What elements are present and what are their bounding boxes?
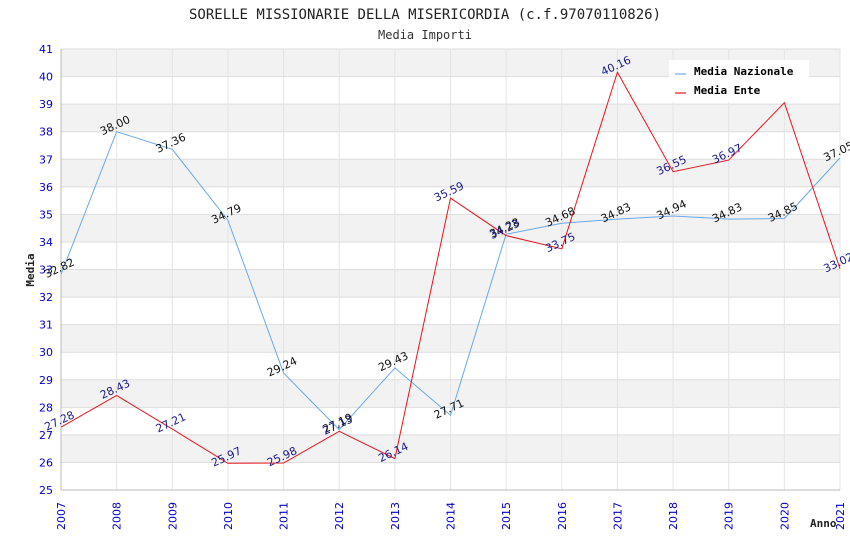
y-tick-label: 37 — [39, 153, 53, 166]
y-tick-label: 30 — [39, 346, 53, 359]
y-tick-label: 33 — [39, 264, 53, 277]
x-tick-label: 2021 — [834, 502, 847, 530]
data-label-nazionale: 37.36 — [154, 131, 188, 156]
y-tick-label: 31 — [39, 319, 53, 332]
chart-subtitle: Media Importi — [378, 28, 472, 42]
y-tick-label: 28 — [39, 401, 53, 414]
x-tick-label: 2015 — [500, 502, 513, 530]
chart-title: SORELLE MISSIONARIE DELLA MISERICORDIA (… — [189, 7, 661, 23]
x-tick-label: 2019 — [723, 502, 736, 530]
y-tick-labels: 25 26 27 28 29 30 31 32 33 34 35 36 37 38 39 40 41 — [39, 43, 53, 497]
legend: Media Nazionale Media Ente — [669, 60, 809, 102]
x-tick-label: 2017 — [611, 502, 624, 530]
y-tick-label: 32 — [39, 291, 53, 304]
y-tick-label: 25 — [39, 484, 53, 497]
x-tick-label: 2008 — [111, 502, 124, 530]
x-tick-label: 2014 — [445, 502, 458, 530]
y-tick-label: 35 — [39, 208, 53, 221]
y-tick-label: 40 — [39, 71, 53, 84]
y-tick-label: 41 — [39, 43, 53, 56]
x-tick-label: 2012 — [333, 502, 346, 530]
data-label-ente: 27.21 — [154, 410, 188, 435]
x-tick-label: 2009 — [166, 502, 179, 530]
y-axis-title: Media — [24, 253, 37, 286]
x-tick-labels: 2007 2008 2009 2010 2011 2012 2013 2014 2015 2016… — [55, 502, 847, 530]
x-tick-label: 2007 — [55, 502, 68, 530]
x-tick-label: 2010 — [222, 502, 235, 530]
data-label-nazionale: 29.43 — [376, 349, 410, 374]
data-label-nazionale: 29.24 — [265, 354, 299, 379]
legend-box — [669, 60, 809, 102]
y-tick-label: 29 — [39, 374, 53, 387]
x-axis-title: Anno — [810, 517, 837, 530]
series-line-nazionale — [60, 131, 841, 431]
x-tick-label: 2011 — [278, 502, 291, 530]
series-line-ente — [60, 70, 841, 464]
y-tick-label: 38 — [39, 126, 53, 139]
y-tick-label: 27 — [39, 429, 53, 442]
axes — [60, 49, 840, 491]
y-tick-label: 26 — [39, 456, 53, 469]
series-lines — [60, 70, 841, 464]
y-tick-label: 34 — [39, 236, 53, 249]
y-tick-label: 39 — [39, 98, 53, 111]
x-tick-label: 2013 — [389, 502, 402, 530]
legend-label-nazionale: Media Nazionale — [694, 65, 794, 78]
x-tick-label: 2016 — [556, 502, 569, 530]
x-tick-label: 2020 — [778, 502, 791, 530]
legend-label-ente: Media Ente — [694, 84, 761, 97]
x-tick-label: 2018 — [667, 502, 680, 530]
y-tick-label: 36 — [39, 181, 53, 194]
